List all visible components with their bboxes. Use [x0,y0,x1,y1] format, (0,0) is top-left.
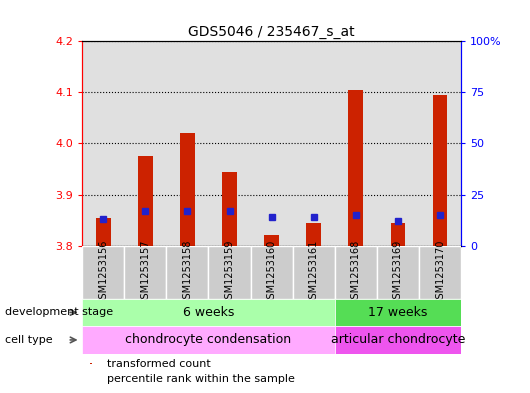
Bar [82,246,124,299]
Text: GSM1253156: GSM1253156 [98,239,108,305]
Bar [208,246,251,299]
Bar [251,246,293,299]
Text: cell type: cell type [5,335,53,345]
Bar [251,41,293,246]
Bar [208,41,251,246]
Bar [377,41,419,246]
Bar [306,222,321,246]
Bar [432,95,447,246]
Text: transformed count: transformed count [107,358,210,369]
Bar [222,171,237,246]
Text: percentile rank within the sample: percentile rank within the sample [107,374,295,384]
Text: 6 weeks: 6 weeks [183,306,234,319]
Text: GSM1253170: GSM1253170 [435,239,445,305]
Bar [124,246,166,299]
Bar [166,41,208,246]
Bar [348,90,363,246]
Bar [335,246,377,299]
Bar [180,133,195,246]
Text: GSM1253161: GSM1253161 [309,239,319,305]
Bar [82,41,124,246]
Text: 17 weeks: 17 weeks [368,306,428,319]
Bar [335,41,377,246]
Text: articular chondrocyte: articular chondrocyte [331,333,465,347]
Bar [82,299,335,326]
Bar [419,41,461,246]
Text: GSM1253159: GSM1253159 [225,239,234,305]
Text: GSM1253168: GSM1253168 [351,239,361,305]
Bar [82,326,335,354]
Bar [377,246,419,299]
Bar [124,41,166,246]
Bar [419,246,461,299]
Bar [335,299,461,326]
Bar [90,363,92,364]
Bar [96,217,111,246]
Text: chondrocyte condensation: chondrocyte condensation [126,333,292,347]
Bar [264,235,279,246]
Bar [293,246,335,299]
Text: GSM1253157: GSM1253157 [140,239,151,305]
Bar [90,379,92,380]
Text: GSM1253160: GSM1253160 [267,239,277,305]
Bar [293,41,335,246]
Text: development stage: development stage [5,307,113,318]
Bar [166,246,208,299]
Bar [138,156,153,246]
Title: GDS5046 / 235467_s_at: GDS5046 / 235467_s_at [188,25,355,39]
Bar [335,326,461,354]
Text: GSM1253158: GSM1253158 [182,239,192,305]
Text: GSM1253169: GSM1253169 [393,239,403,305]
Bar [391,222,405,246]
